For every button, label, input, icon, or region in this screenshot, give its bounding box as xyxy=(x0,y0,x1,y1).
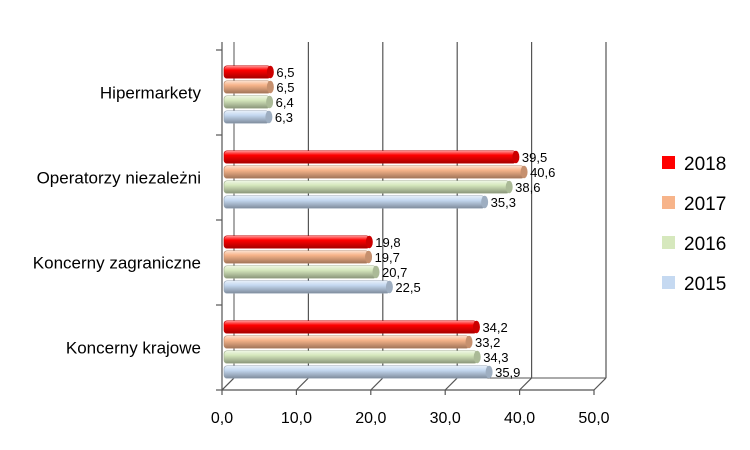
bar-cap-koncerny-krajowe-2017 xyxy=(465,335,473,349)
x-tick-label: 10,0 xyxy=(281,410,312,427)
bar-operatorzy-niezalezni-2018 xyxy=(223,150,517,164)
x-tick-label: 40,0 xyxy=(504,410,535,427)
bar-koncerny-zagraniczne-2017 xyxy=(223,250,369,264)
bar-koncerny-krajowe-2018 xyxy=(223,320,477,334)
x-tick-label: 50,0 xyxy=(578,410,609,427)
bar-cap-operatorzy-niezalezni-2015 xyxy=(481,195,489,209)
bar-hipermarkety-2017 xyxy=(223,80,271,94)
bar-operatorzy-niezalezni-2017 xyxy=(223,165,525,179)
bar-koncerny-krajowe-2016 xyxy=(223,350,478,364)
legend-label-2015: 2015 xyxy=(684,274,726,295)
category-label-koncerny-zagraniczne: Koncerny zagraniczne xyxy=(33,254,201,273)
data-label-hipermarkety-2017: 6,5 xyxy=(276,80,294,95)
data-label-koncerny-zagraniczne-2016: 20,7 xyxy=(382,265,407,280)
bar-cap-hipermarkety-2015 xyxy=(265,110,273,124)
x-tick-label: 30,0 xyxy=(430,410,461,427)
legend-swatch-2018 xyxy=(662,156,675,169)
legend-label-2018: 2018 xyxy=(684,154,726,175)
x-tick-label: 0,0 xyxy=(211,410,233,427)
data-label-operatorzy-niezalezni-2018: 39,5 xyxy=(522,150,547,165)
category-label-hipermarkety: Hipermarkety xyxy=(100,84,202,103)
bar-cap-koncerny-krajowe-2015 xyxy=(485,365,493,379)
data-label-koncerny-zagraniczne-2015: 22,5 xyxy=(395,280,420,295)
axes xyxy=(216,42,594,391)
bar-hipermarkety-2015 xyxy=(223,110,270,124)
data-label-koncerny-krajowe-2017: 33,2 xyxy=(475,335,500,350)
category-label-koncerny-krajowe: Koncerny krajowe xyxy=(66,339,201,358)
data-label-hipermarkety-2018: 6,5 xyxy=(276,65,294,80)
bar-operatorzy-niezalezni-2016 xyxy=(223,180,510,194)
bars xyxy=(223,65,528,379)
data-label-koncerny-zagraniczne-2017: 19,7 xyxy=(375,250,400,265)
x-tick-label: 20,0 xyxy=(355,410,386,427)
data-label-operatorzy-niezalezni-2016: 38,6 xyxy=(515,180,540,195)
bar-cap-koncerny-zagraniczne-2016 xyxy=(372,265,380,279)
data-label-koncerny-krajowe-2018: 34,2 xyxy=(482,320,507,335)
bar-hipermarkety-2018 xyxy=(223,65,271,79)
legend-swatch-2017 xyxy=(662,196,675,209)
data-label-operatorzy-niezalezni-2015: 35,3 xyxy=(491,195,516,210)
data-label-hipermarkety-2016: 6,4 xyxy=(276,95,294,110)
bar-cap-hipermarkety-2016 xyxy=(266,95,274,109)
bar-cap-hipermarkety-2017 xyxy=(266,80,274,94)
legend-swatch-2015 xyxy=(662,276,675,289)
data-label-hipermarkety-2015: 6,3 xyxy=(275,110,293,125)
data-labels: 34,233,234,335,9 19,819,720,722,5 39,540,6… xyxy=(275,65,556,380)
bar-cap-operatorzy-niezalezni-2016 xyxy=(505,180,513,194)
gridlines xyxy=(221,42,607,395)
bar-koncerny-krajowe-2015 xyxy=(223,365,490,379)
bar-operatorzy-niezalezni-2015 xyxy=(223,195,485,209)
legend-swatch-2016 xyxy=(662,236,675,249)
bar-koncerny-zagraniczne-2016 xyxy=(223,265,377,279)
legend-label-2016: 2016 xyxy=(684,234,726,255)
bar-cap-koncerny-zagraniczne-2017 xyxy=(365,250,373,264)
bar-koncerny-zagraniczne-2018 xyxy=(223,235,370,249)
bar-cap-koncerny-krajowe-2018 xyxy=(472,320,480,334)
bar-cap-hipermarkety-2018 xyxy=(266,65,274,79)
data-label-koncerny-zagraniczne-2018: 19,8 xyxy=(375,235,400,250)
category-labels: Koncerny krajowe Koncerny zagraniczne Oper… xyxy=(33,84,202,358)
data-label-koncerny-krajowe-2016: 34,3 xyxy=(483,350,508,365)
legend-label-2017: 2017 xyxy=(684,194,726,215)
x-tick-labels: 0,0 10,0 20,0 30,0 40,0 50,0 xyxy=(211,410,610,427)
legend: 2018 2017 2016 2015 xyxy=(662,154,726,295)
bar-hipermarkety-2016 xyxy=(223,95,270,109)
bar-cap-operatorzy-niezalezni-2017 xyxy=(520,165,528,179)
bar-koncerny-krajowe-2017 xyxy=(223,335,470,349)
data-label-koncerny-krajowe-2015: 35,9 xyxy=(495,365,520,380)
data-label-operatorzy-niezalezni-2017: 40,6 xyxy=(530,165,555,180)
bar-cap-koncerny-krajowe-2016 xyxy=(473,350,481,364)
bar-koncerny-zagraniczne-2015 xyxy=(223,280,390,294)
category-label-operatorzy-niezalezni: Operatorzy niezależni xyxy=(37,169,201,188)
bar-cap-koncerny-zagraniczne-2018 xyxy=(365,235,373,249)
bar-cap-koncerny-zagraniczne-2015 xyxy=(385,280,393,294)
bar-cap-operatorzy-niezalezni-2018 xyxy=(512,150,520,164)
